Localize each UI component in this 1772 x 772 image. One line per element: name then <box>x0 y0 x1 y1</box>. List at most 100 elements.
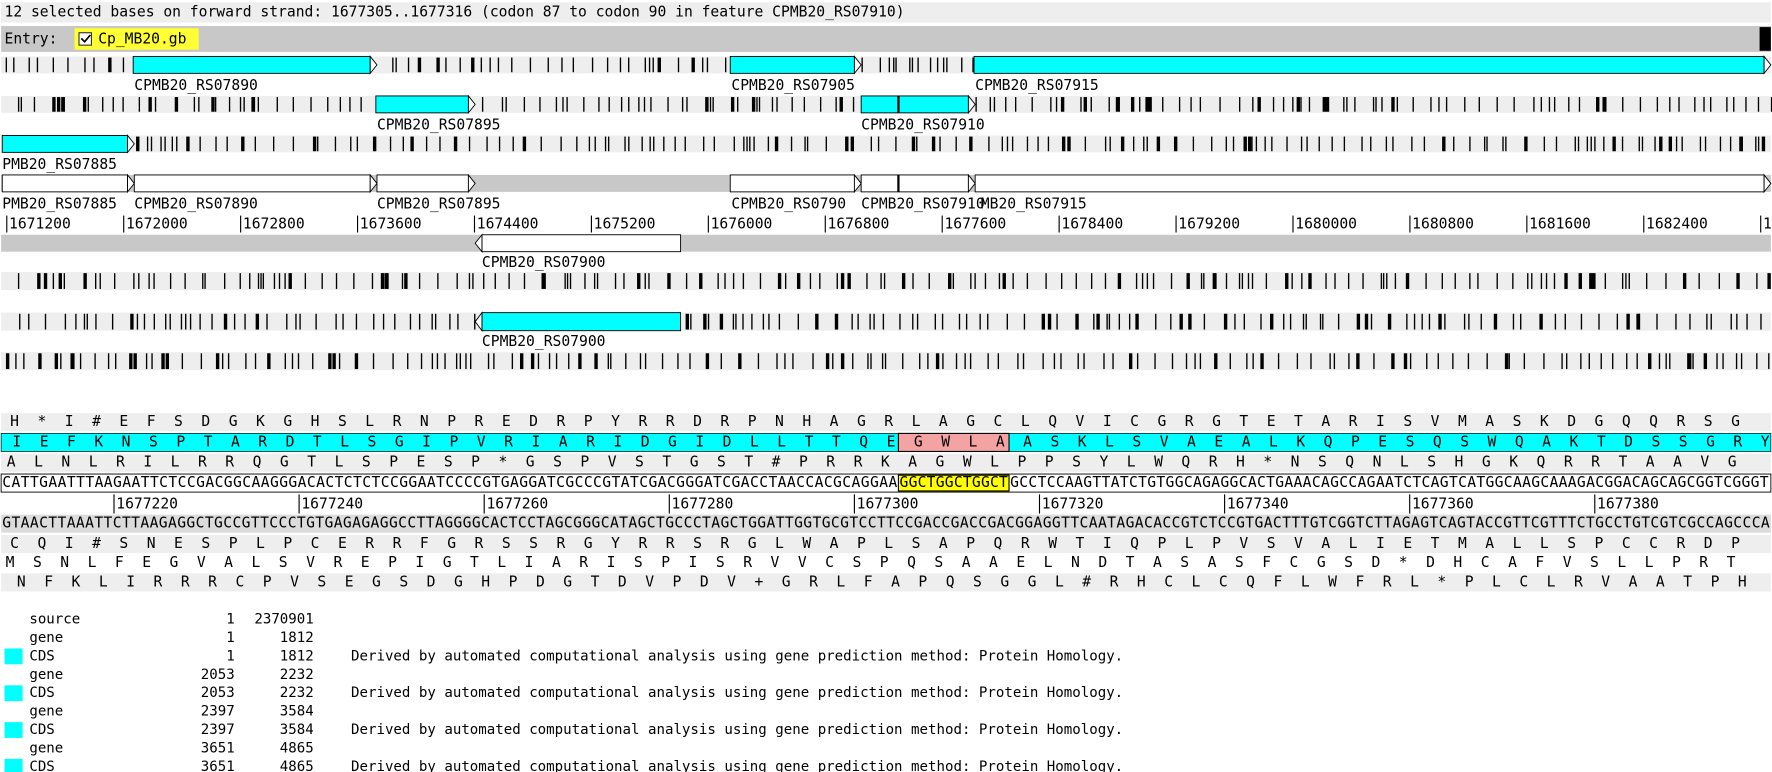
feature-end[interactable]: 4865 <box>280 759 314 772</box>
stop-codon <box>1594 136 1596 152</box>
feature-key[interactable]: CDS <box>29 648 54 664</box>
feature[interactable] <box>375 95 469 114</box>
feature[interactable] <box>481 312 682 332</box>
stop-codon <box>1508 353 1510 370</box>
stop-codon <box>955 353 958 370</box>
stop-codon <box>522 136 527 152</box>
stop-codon <box>257 97 260 112</box>
ruler-label: 1673600 <box>360 216 422 233</box>
stop-codon <box>73 353 75 370</box>
ruler-label: 1677240 <box>301 496 363 513</box>
feature[interactable] <box>1 134 128 153</box>
stop-codon <box>931 136 936 152</box>
feature[interactable] <box>132 55 371 74</box>
feature-end[interactable]: 2370901 <box>254 612 313 628</box>
stop-codon <box>1145 97 1149 112</box>
feature[interactable] <box>133 174 371 193</box>
feature-end[interactable]: 1812 <box>280 630 314 646</box>
stop-codon <box>160 136 162 152</box>
stop-codon <box>530 353 535 370</box>
stop-codon <box>354 353 359 370</box>
feature-key[interactable]: gene <box>29 740 63 756</box>
feature-start[interactable]: 2397 <box>201 704 235 720</box>
stop-codon <box>969 136 973 152</box>
stop-codon <box>690 313 692 330</box>
feature-end[interactable]: 4865 <box>280 740 314 756</box>
feature-start[interactable]: 1 <box>226 648 235 664</box>
stop-codon <box>939 136 941 152</box>
stop-codon <box>1005 97 1007 112</box>
stop-codon <box>735 313 737 330</box>
stop-codon <box>1468 313 1470 330</box>
feature[interactable] <box>860 95 969 114</box>
feature-end[interactable]: 3584 <box>280 704 314 720</box>
feature-start[interactable]: 2053 <box>201 685 235 701</box>
feature-key[interactable]: source <box>29 612 80 628</box>
stop-codon <box>792 353 794 370</box>
stop-codon <box>249 273 251 289</box>
stop-codon <box>1329 353 1331 370</box>
stop-codon <box>1444 313 1446 330</box>
stop-codon <box>1185 353 1188 370</box>
feature-start[interactable]: 3651 <box>201 759 235 772</box>
feature[interactable] <box>376 174 469 193</box>
stop-codon <box>1513 97 1515 112</box>
stop-codon <box>637 273 641 289</box>
feature[interactable] <box>973 55 1765 74</box>
stop-codon <box>1524 136 1528 152</box>
feature-key[interactable]: CDS <box>29 722 54 738</box>
stop-codon <box>1430 97 1432 112</box>
stop-codon <box>382 313 385 330</box>
stop-codon <box>459 57 461 73</box>
stop-codon <box>56 97 61 112</box>
feature-note[interactable]: Derived by automated computational analy… <box>351 722 1123 738</box>
entry-checkbox[interactable] <box>78 32 92 46</box>
stop-codon <box>1665 353 1667 370</box>
feature-start[interactable]: 1 <box>226 612 235 628</box>
feature-key[interactable]: gene <box>29 667 63 683</box>
feature-note[interactable]: Derived by automated computational analy… <box>351 759 1123 772</box>
stop-codon <box>738 353 742 370</box>
stop-codon <box>122 97 124 112</box>
stop-codon <box>497 57 500 73</box>
feature-key[interactable]: gene <box>29 704 63 720</box>
feature-note[interactable]: Derived by automated computational analy… <box>351 685 1123 701</box>
stop-codon <box>1493 313 1498 330</box>
stop-codon <box>685 273 688 289</box>
stop-codon <box>1539 313 1543 330</box>
feature-key[interactable]: CDS <box>29 685 54 701</box>
stop-codon <box>911 136 916 152</box>
feature[interactable] <box>860 174 969 193</box>
feature-key[interactable]: CDS <box>29 759 54 772</box>
stop-codon <box>372 136 377 152</box>
feature-start[interactable]: 2053 <box>201 667 235 683</box>
feature-key[interactable]: gene <box>29 630 63 646</box>
stop-codon <box>778 313 781 330</box>
feature-end[interactable]: 2232 <box>280 667 314 683</box>
stop-codon <box>198 97 200 112</box>
feature-start[interactable]: 2397 <box>201 722 235 738</box>
feature[interactable] <box>729 55 855 74</box>
stop-codon <box>288 273 292 289</box>
feature-end[interactable]: 3584 <box>280 722 314 738</box>
stop-codon <box>1745 97 1747 112</box>
entry-file[interactable]: Cp_MB20.gb <box>98 31 186 48</box>
stop-codon <box>1362 273 1364 289</box>
stop-codon <box>44 313 47 330</box>
feature-end[interactable]: 1812 <box>280 648 314 664</box>
feature-note[interactable]: Derived by automated computational analy… <box>351 648 1123 664</box>
feature[interactable] <box>1 174 128 193</box>
stop-codon <box>1382 273 1385 289</box>
feature[interactable] <box>974 174 1765 193</box>
feature-start[interactable]: 1 <box>226 630 235 646</box>
feature[interactable] <box>481 234 682 253</box>
stop-codon <box>1300 136 1303 152</box>
feature[interactable] <box>729 174 855 193</box>
entry-chip[interactable] <box>74 28 199 50</box>
feature-start[interactable]: 3651 <box>201 740 235 756</box>
stop-codon <box>284 353 286 370</box>
stop-codon <box>1612 353 1614 370</box>
stop-codon <box>387 273 389 289</box>
feature-end[interactable]: 2232 <box>280 685 314 701</box>
stop-codon <box>468 136 471 152</box>
